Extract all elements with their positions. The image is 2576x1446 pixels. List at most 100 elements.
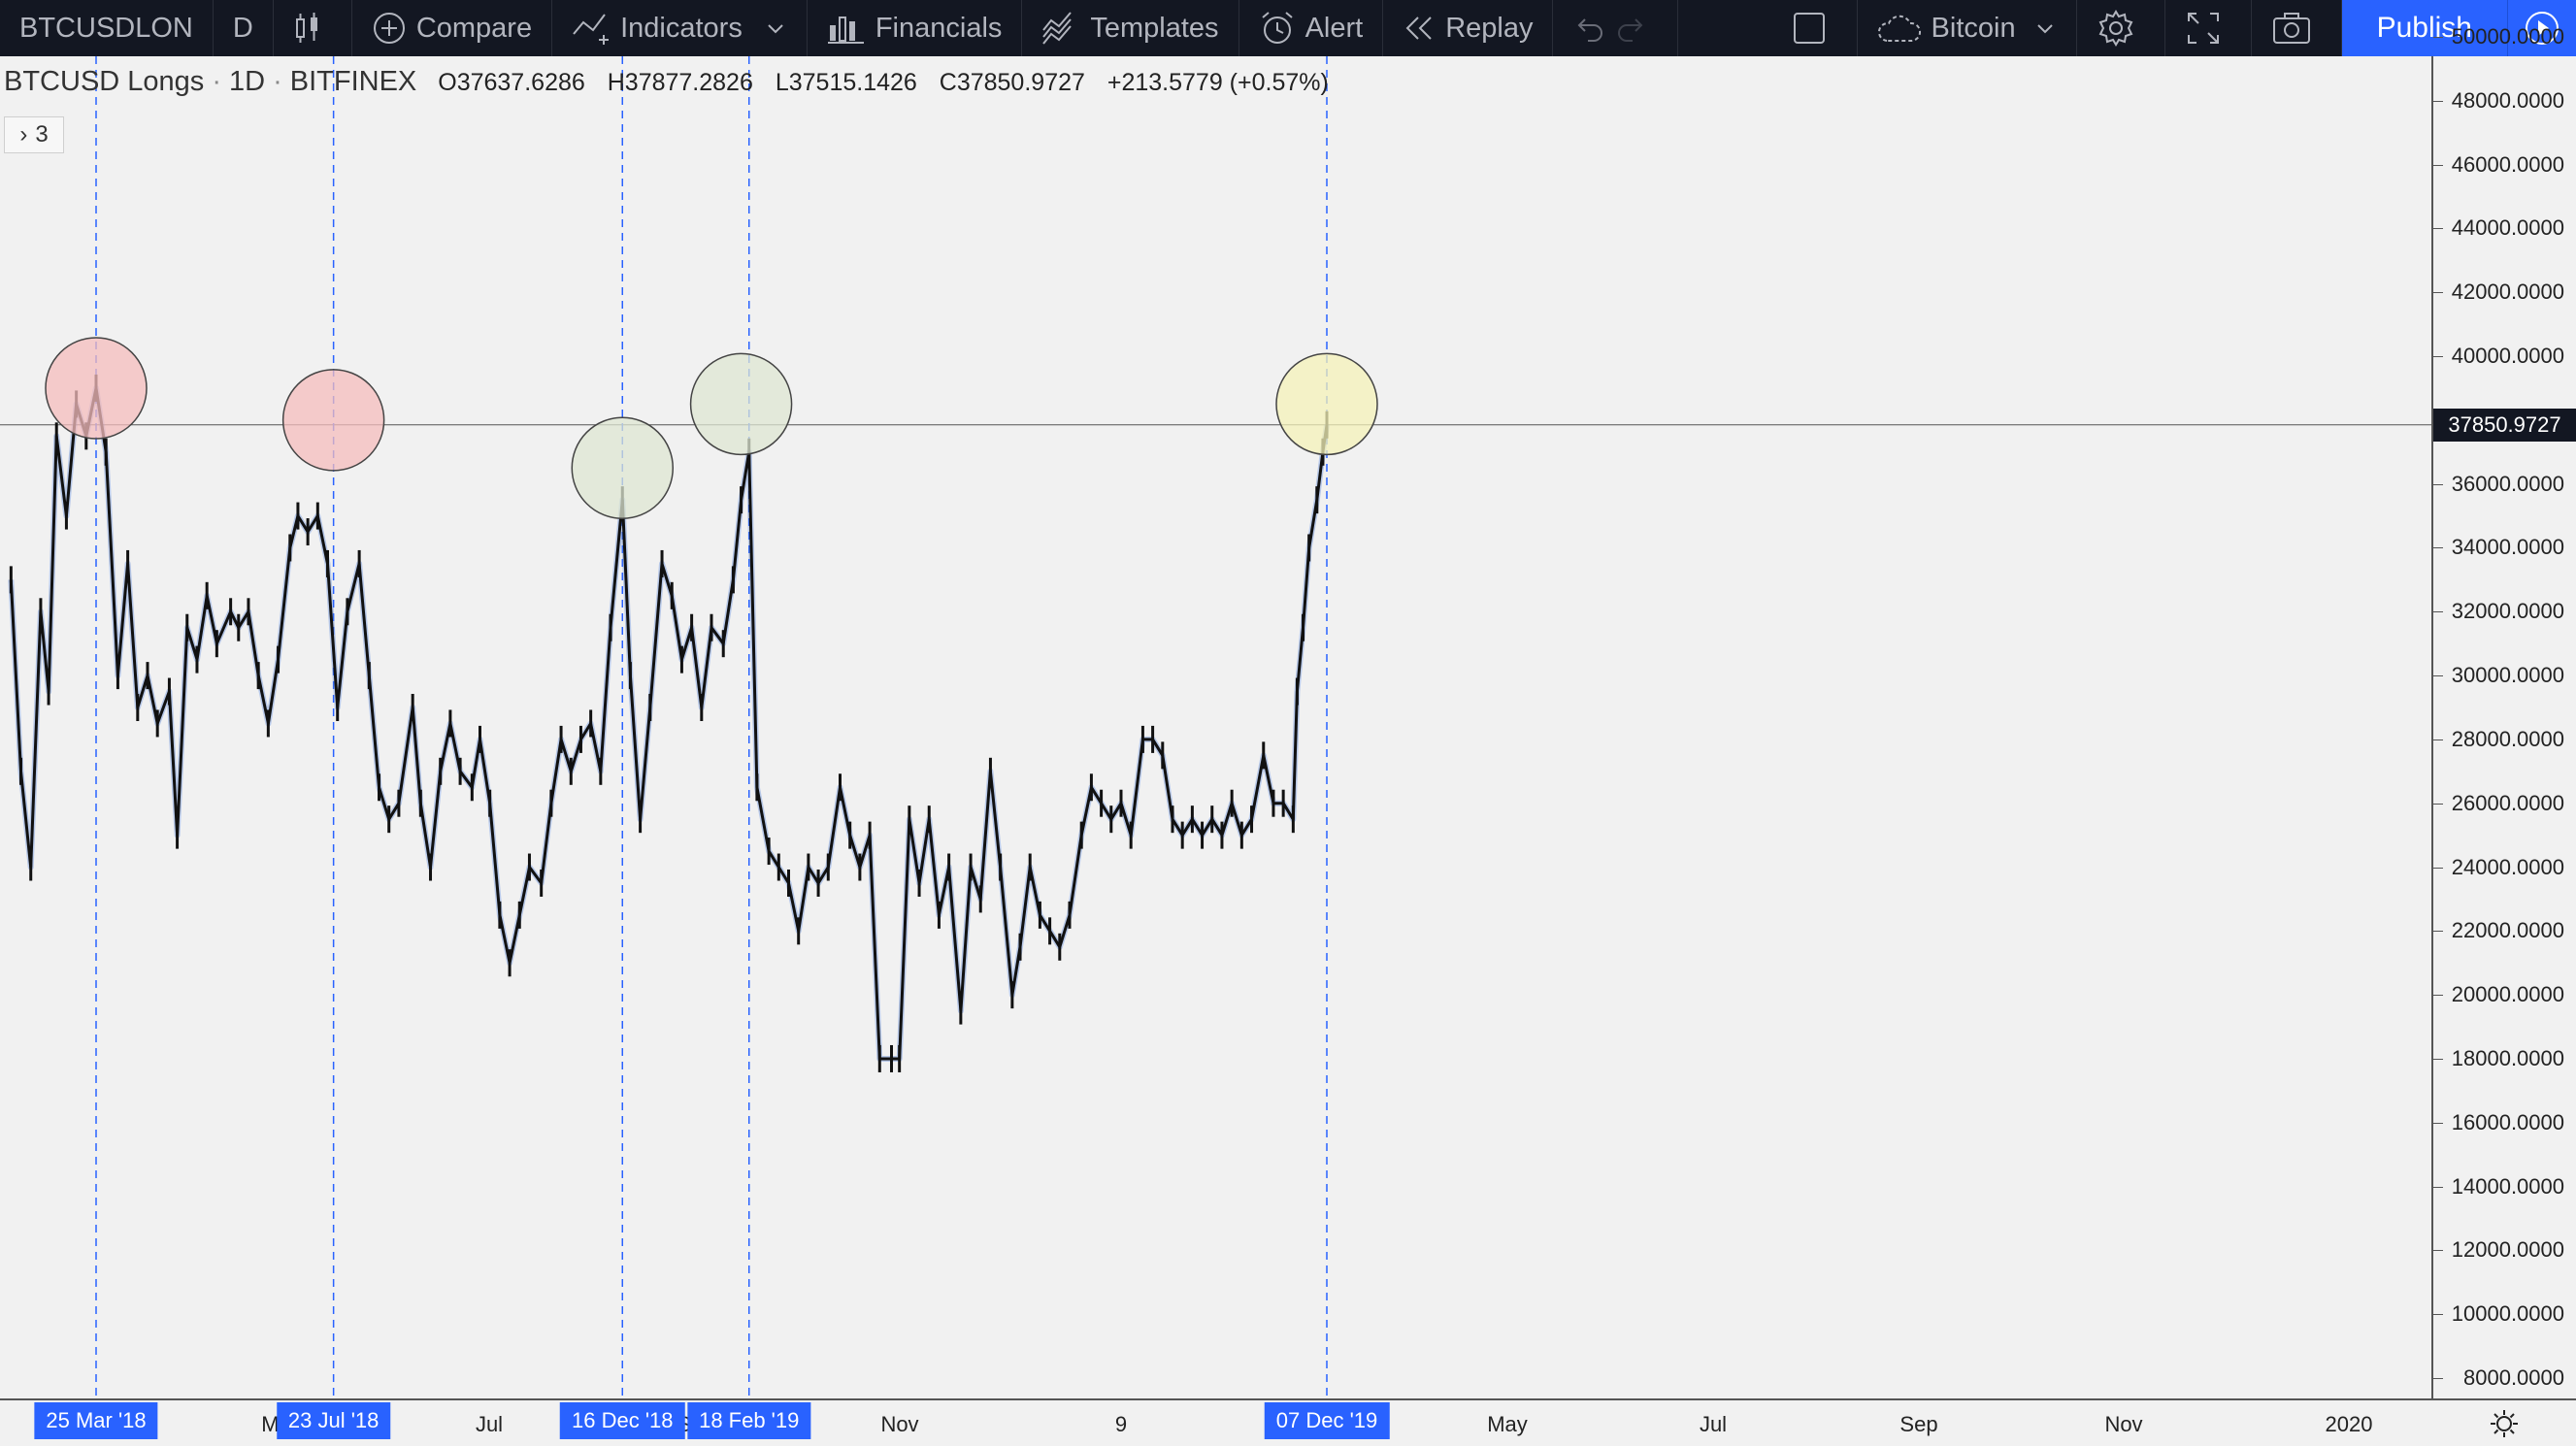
- publish-label: Publish: [2376, 12, 2472, 44]
- undo-button[interactable]: [1553, 0, 1679, 56]
- price-tick-label: 40000.0000: [2451, 344, 2564, 369]
- price-tick-mark: [2433, 739, 2443, 740]
- time-tick-label: 2020: [2325, 1412, 2373, 1436]
- time-tick-label: Sep: [1899, 1412, 1938, 1436]
- symbol-search-button[interactable]: BTCUSDLON: [0, 0, 214, 56]
- play-icon: [2526, 12, 2559, 45]
- ohlc-values: O37637.6286 H37877.2826 L37515.1426 C378…: [438, 69, 1344, 97]
- undo-icon: [1578, 18, 1603, 42]
- price-tick-mark: [2433, 228, 2443, 230]
- high-value: H37877.2826: [607, 69, 753, 96]
- replay-label: Replay: [1445, 12, 1534, 44]
- price-tick-mark: [2433, 292, 2443, 294]
- interval-button[interactable]: D: [214, 0, 274, 56]
- alert-label: Alert: [1305, 12, 1364, 44]
- price-tick-mark: [2433, 1378, 2443, 1379]
- gear-icon: [2098, 10, 2133, 47]
- time-tick-label: May: [1487, 1412, 1528, 1436]
- open-value: O37637.6286: [438, 69, 585, 96]
- highlighted-date-label: 23 Jul '18: [276, 1402, 391, 1439]
- price-tick-label: 50000.0000: [2451, 24, 2564, 49]
- indicators-collapse-button[interactable]: › 3: [4, 116, 64, 153]
- redo-icon[interactable]: [1615, 14, 1648, 43]
- alert-button[interactable]: Alert: [1239, 0, 1384, 56]
- fullscreen-button[interactable]: [2165, 0, 2252, 56]
- cloud-icon: [1877, 15, 1921, 42]
- price-tick-label: 30000.0000: [2451, 663, 2564, 688]
- legend-title[interactable]: BTCUSD Longs: [4, 66, 205, 97]
- time-axis[interactable]: MarMayJulSepNov9MayJulSepNov202025 Mar '…: [0, 1398, 2431, 1446]
- replay-button[interactable]: Replay: [1383, 0, 1554, 56]
- select-layout-button[interactable]: [1771, 0, 1858, 56]
- time-tick-label: Nov: [2104, 1412, 2143, 1436]
- price-tick-label: 10000.0000: [2451, 1301, 2564, 1327]
- indicators-button[interactable]: Indicators: [552, 0, 808, 56]
- layout-name-button[interactable]: Bitcoin: [1858, 0, 2077, 56]
- price-tick-mark: [2433, 1122, 2443, 1124]
- price-tick-mark: [2433, 100, 2443, 102]
- price-tick-label: 20000.0000: [2451, 982, 2564, 1007]
- sun-gear-icon: [2490, 1409, 2518, 1437]
- price-tick-mark: [2433, 675, 2443, 677]
- low-value: L37515.1426: [775, 69, 917, 96]
- highlighted-date-label: 16 Dec '18: [560, 1402, 685, 1439]
- price-tick-label: 44000.0000: [2451, 215, 2564, 241]
- price-tick-mark: [2433, 483, 2443, 485]
- highlight-circle: [281, 369, 385, 472]
- close-value: C37850.9727: [939, 69, 1085, 96]
- rewind-icon: [1405, 16, 1432, 40]
- price-tick-label: 46000.0000: [2451, 151, 2564, 177]
- play-button[interactable]: [2507, 0, 2576, 56]
- price-tick-label: 32000.0000: [2451, 599, 2564, 624]
- price-tick-mark: [2433, 1250, 2443, 1252]
- publish-button[interactable]: Publish: [2341, 0, 2507, 56]
- snapshot-button[interactable]: [2252, 0, 2342, 56]
- templates-button[interactable]: Templates: [1022, 0, 1239, 56]
- price-tick-mark: [2433, 1314, 2443, 1316]
- price-tick-label: 28000.0000: [2451, 726, 2564, 751]
- price-tick-mark: [2433, 164, 2443, 166]
- templates-label: Templates: [1090, 12, 1219, 44]
- chart-type-button[interactable]: [274, 0, 352, 56]
- price-tick-label: 14000.0000: [2451, 1173, 2564, 1199]
- price-tick-label: 42000.0000: [2451, 279, 2564, 305]
- price-chart[interactable]: [0, 56, 2431, 1398]
- highlighted-date-label: 25 Mar '18: [34, 1402, 158, 1439]
- price-tick-mark: [2433, 356, 2443, 358]
- legend-exchange: BITFINEX: [289, 66, 417, 97]
- price-tick-label: 8000.0000: [2463, 1365, 2564, 1390]
- price-tick-mark: [2433, 803, 2443, 805]
- highlight-circle: [45, 337, 148, 440]
- price-tick-mark: [2433, 1186, 2443, 1188]
- indicators-icon: [573, 14, 610, 45]
- price-tick-label: 34000.0000: [2451, 535, 2564, 560]
- indicators-label: Indicators: [620, 12, 743, 44]
- templates-icon: [1042, 12, 1073, 45]
- legend-separator: ·: [273, 66, 282, 97]
- legend-interval: 1D: [228, 66, 266, 97]
- legend-separator: ·: [212, 66, 221, 97]
- financials-button[interactable]: Financials: [808, 0, 1023, 56]
- settings-button[interactable]: [2077, 0, 2165, 56]
- price-axis[interactable]: 50000.0000 48000.0000 46000.0000 44000.0000…: [2431, 24, 2576, 1398]
- layout-name-label: Bitcoin: [1931, 12, 2016, 44]
- candlestick-icon: [295, 13, 317, 43]
- price-tick-mark: [2433, 1058, 2443, 1060]
- financials-icon: [827, 16, 864, 44]
- time-tick-label: Nov: [880, 1412, 919, 1436]
- highlighted-date-label: 18 Feb '19: [687, 1402, 811, 1439]
- chevron-right-icon: ›: [19, 121, 28, 148]
- chevron-down-icon: [768, 24, 783, 34]
- highlight-circle: [571, 416, 675, 519]
- plus-circle-icon: [373, 13, 405, 44]
- chart-settings-button[interactable]: [2431, 1398, 2576, 1446]
- price-tick-label: 24000.0000: [2451, 854, 2564, 879]
- price-tick-label: 36000.0000: [2451, 471, 2564, 496]
- series-legend: BTCUSD Longs · 1D · BITFINEX O37637.6286…: [4, 66, 1344, 98]
- price-tick-label: 12000.0000: [2451, 1237, 2564, 1263]
- financials-label: Financials: [875, 12, 1003, 44]
- collapsed-count: 3: [35, 121, 49, 148]
- interval-label: D: [232, 12, 253, 44]
- compare-button[interactable]: Compare: [352, 0, 553, 56]
- time-tick-label: 9: [1114, 1412, 1128, 1436]
